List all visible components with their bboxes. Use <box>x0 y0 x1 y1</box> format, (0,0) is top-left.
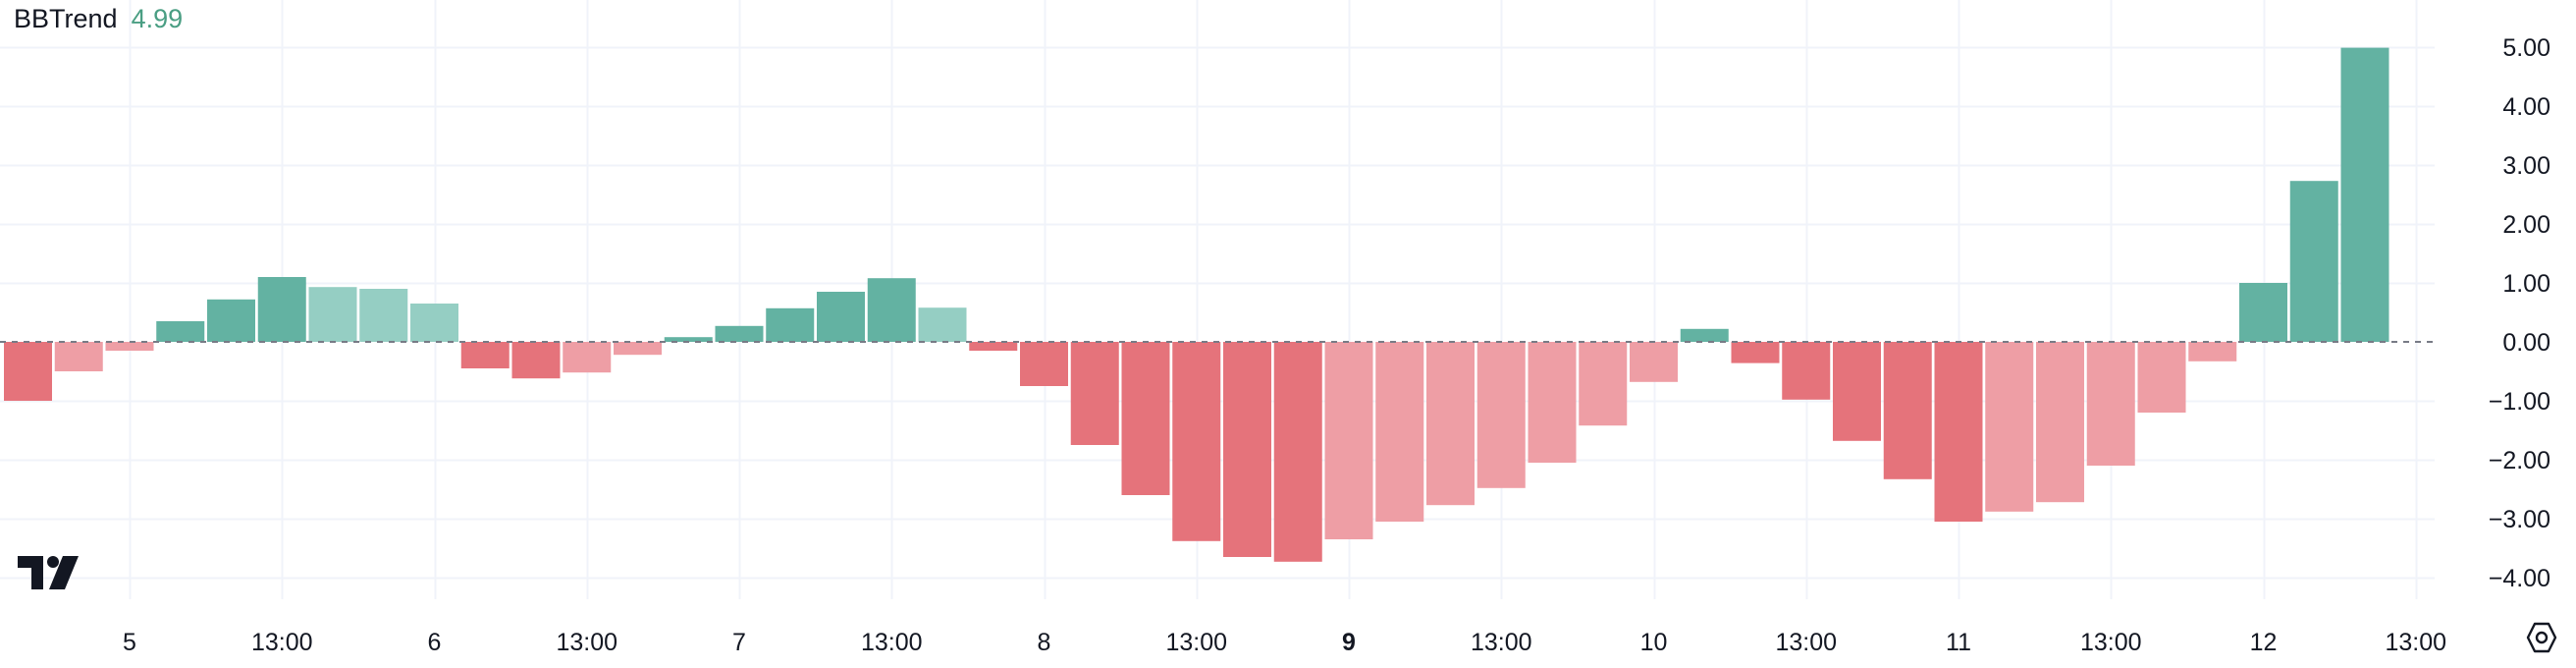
histogram-bar-29 <box>1476 342 1526 488</box>
x-tick-label-14: 12 <box>2250 629 2278 656</box>
x-tick-label-7: 13:00 <box>1165 629 1227 656</box>
tradingview-logo-icon[interactable] <box>18 556 80 594</box>
y-tick-label-8: −3.00 <box>2489 506 2550 533</box>
x-tick-label-6: 8 <box>1038 629 1051 656</box>
histogram-bar-7 <box>359 289 408 342</box>
histogram-bar-15 <box>766 307 815 342</box>
histogram-bars <box>4 47 2389 562</box>
histogram-bar-23 <box>1172 342 1221 541</box>
x-tick-label-13: 13:00 <box>2080 629 2142 656</box>
histogram-bar-35 <box>1782 342 1831 400</box>
y-tick-label-6: −1.00 <box>2489 388 2550 416</box>
histogram-bar-20 <box>1020 342 1068 386</box>
histogram-bar-24 <box>1223 342 1271 557</box>
histogram-bar-26 <box>1324 342 1373 539</box>
histogram-bar-10 <box>511 342 561 379</box>
histogram-bar-13 <box>664 337 713 342</box>
x-tick-label-12: 11 <box>1946 629 1971 656</box>
histogram-bar-39 <box>1985 342 2034 512</box>
histogram-bar-19 <box>969 342 1018 351</box>
x-axis[interactable]: 5 13:00 6 13:00 7 13:00 8 13:00 9 13:00 10 13:00 11 1… <box>123 629 2446 656</box>
histogram-bar-6 <box>308 287 357 342</box>
histogram-bar-31 <box>1579 342 1628 426</box>
histogram-bar-42 <box>2137 342 2186 413</box>
histogram-bar-21 <box>1070 342 1119 445</box>
settings-gear-icon[interactable] <box>2525 621 2558 659</box>
x-tick-label-5: 13:00 <box>861 629 923 656</box>
histogram-bar-8 <box>410 304 458 342</box>
x-tick-label-1: 13:00 <box>251 629 313 656</box>
y-axis[interactable]: 5.00 4.00 3.00 2.00 1.00 0.00 −1.00 −2.00 −3.00 −… <box>2489 34 2550 592</box>
histogram-bar-4 <box>207 299 255 342</box>
histogram-bar-44 <box>2239 283 2287 342</box>
indicator-name: BBTrend <box>14 4 118 33</box>
y-tick-label-9: −4.00 <box>2489 565 2550 592</box>
histogram-bar-1 <box>54 342 103 371</box>
y-tick-label-0: 5.00 <box>2502 34 2550 62</box>
x-tick-label-2: 6 <box>428 629 442 656</box>
histogram-bar-36 <box>1833 342 1881 441</box>
histogram-bar-17 <box>867 278 916 342</box>
x-tick-label-0: 5 <box>123 629 136 656</box>
y-tick-label-5: 0.00 <box>2502 329 2550 357</box>
histogram-bar-34 <box>1731 342 1780 363</box>
x-tick-label-10: 10 <box>1640 629 1668 656</box>
x-tick-label-15: 13:00 <box>2385 629 2446 656</box>
histogram-bar-16 <box>817 292 865 342</box>
histogram-bar-2 <box>105 342 154 351</box>
y-tick-label-2: 3.00 <box>2502 152 2550 180</box>
indicator-legend[interactable]: BBTrend 4.99 <box>14 2 183 35</box>
histogram-bar-30 <box>1528 342 1577 463</box>
histogram-bar-33 <box>1680 328 1729 342</box>
histogram-bar-46 <box>2340 47 2389 342</box>
histogram-bar-18 <box>918 307 967 342</box>
histogram-bar-25 <box>1273 342 1322 562</box>
x-tick-label-11: 13:00 <box>1775 629 1837 656</box>
histogram-bar-3 <box>156 321 205 342</box>
y-tick-label-3: 2.00 <box>2502 211 2550 239</box>
histogram-bar-11 <box>563 342 612 373</box>
x-tick-label-3: 13:00 <box>556 629 617 656</box>
histogram-bar-43 <box>2188 342 2237 362</box>
histogram-bar-45 <box>2289 181 2338 342</box>
histogram-bar-38 <box>1934 342 1983 522</box>
x-tick-label-9: 13:00 <box>1471 629 1532 656</box>
y-tick-label-7: −2.00 <box>2489 447 2550 474</box>
histogram-bar-27 <box>1375 342 1424 522</box>
y-tick-label-4: 1.00 <box>2502 270 2550 298</box>
indicator-value: 4.99 <box>131 4 184 33</box>
histogram-bar-22 <box>1121 342 1170 495</box>
histogram-bar-14 <box>715 325 764 342</box>
histogram-bar-0 <box>4 342 52 401</box>
y-tick-label-1: 4.00 <box>2502 93 2550 121</box>
histogram-bar-28 <box>1426 342 1475 506</box>
x-tick-label-8: 9 <box>1342 629 1356 656</box>
histogram-bar-41 <box>2086 342 2135 466</box>
histogram-bar-32 <box>1630 342 1678 382</box>
histogram-bar-40 <box>2036 342 2084 503</box>
x-tick-label-4: 7 <box>732 629 746 656</box>
histogram-bar-12 <box>614 342 662 356</box>
histogram-bar-37 <box>1883 342 1932 479</box>
histogram-bar-9 <box>460 342 510 368</box>
histogram-bar-5 <box>257 277 306 342</box>
